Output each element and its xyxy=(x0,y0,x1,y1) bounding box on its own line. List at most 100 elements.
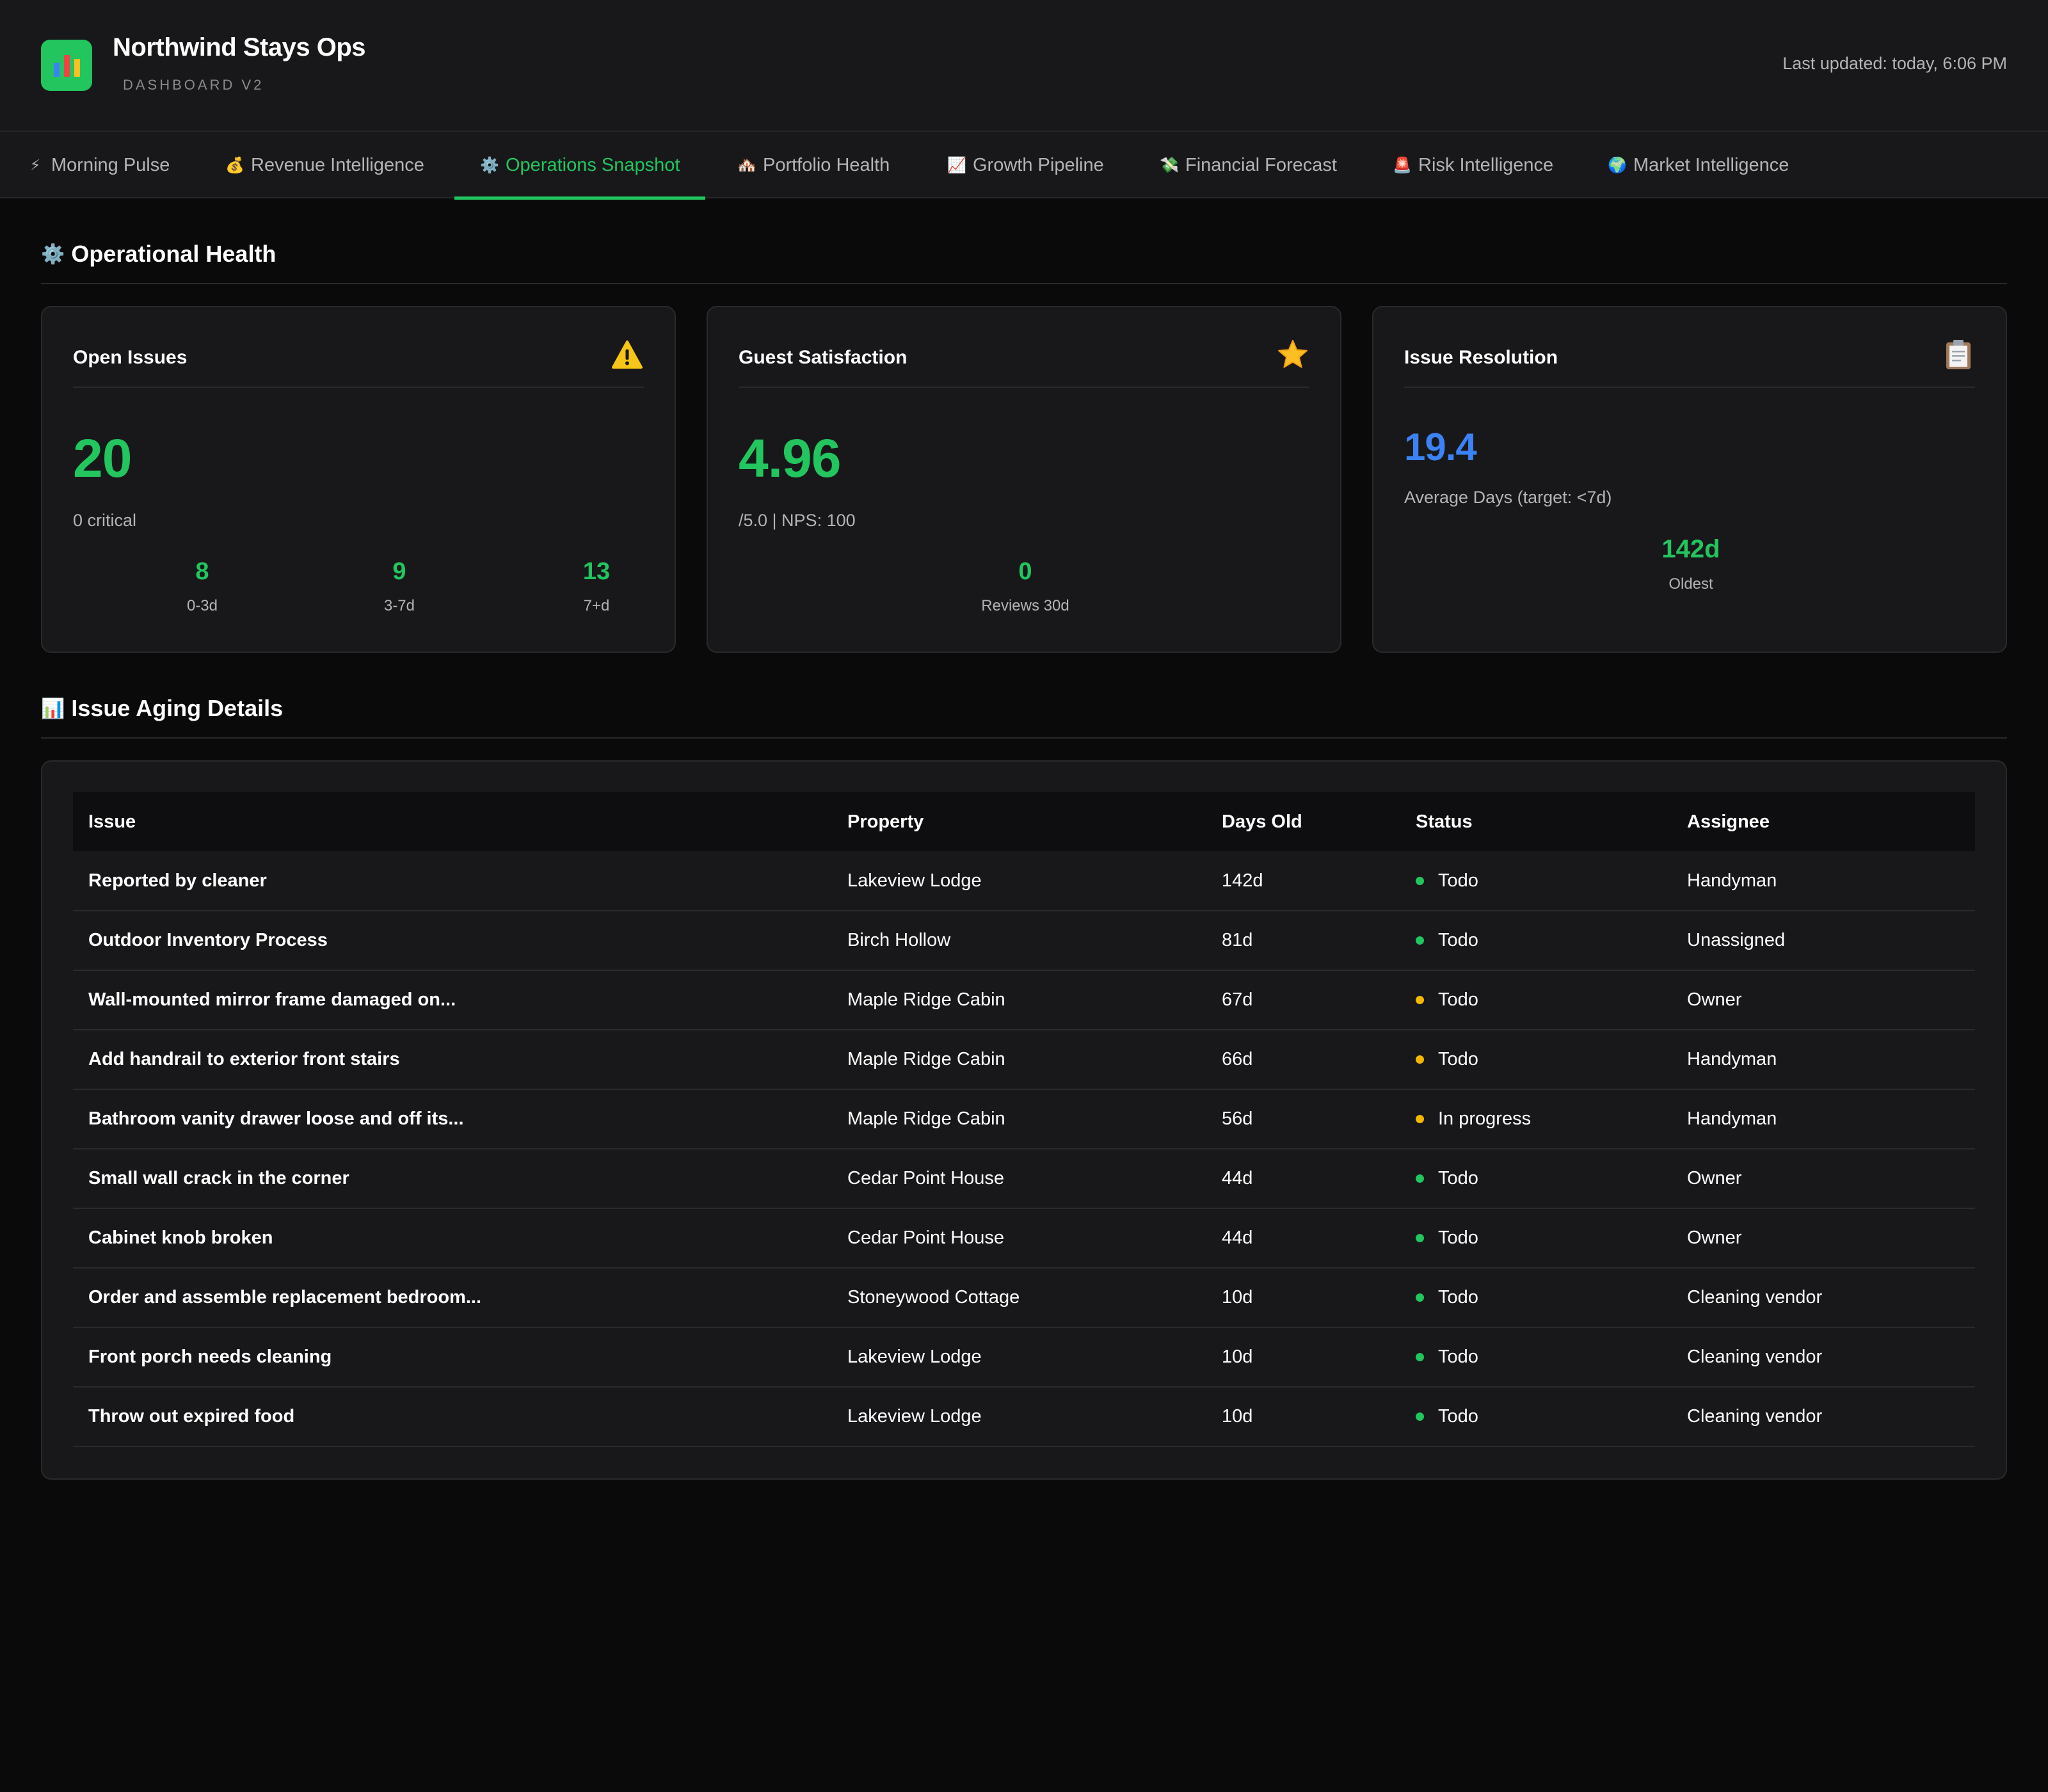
assignee-cell: Handyman xyxy=(1687,870,1777,891)
oldest-label: Oldest xyxy=(1668,575,1713,593)
card-header: Issue Resolution xyxy=(1404,338,1975,388)
column-header-status[interactable]: Status xyxy=(1416,811,1473,832)
property-cell: Maple Ridge Cabin xyxy=(847,1049,1005,1069)
status-cell: Todo xyxy=(1400,851,1672,911)
status-dot-icon xyxy=(1416,1115,1424,1123)
bucket-3-7d: 9 3-7d xyxy=(335,558,463,615)
tab-label: Risk Intelligence xyxy=(1418,154,1554,175)
assignee-cell: Handyman xyxy=(1687,1049,1777,1069)
table-row[interactable]: Reported by cleaner Lakeview Lodge 142d Tod… xyxy=(73,851,1975,911)
property-cell: Birch Hollow xyxy=(847,930,951,950)
tab-morning-pulse[interactable]: ⚡ Morning Pulse xyxy=(26,132,170,198)
tab-label: Financial Forecast xyxy=(1185,154,1337,175)
tab-portfolio-health[interactable]: 🏘️ Portfolio Health xyxy=(737,132,890,198)
issue-cell: Bathroom vanity drawer loose and off its… xyxy=(88,1108,464,1129)
money-bag-icon: 💰 xyxy=(225,156,244,174)
status-dot-icon xyxy=(1416,1293,1424,1302)
open-issues-value: 20 xyxy=(73,428,132,488)
issue-cell: Cabinet knob broken xyxy=(88,1228,273,1248)
property-cell: Cedar Point House xyxy=(847,1228,1005,1248)
table-row[interactable]: Front porch needs cleaning Lakeview Lodge… xyxy=(73,1327,1975,1387)
guest-satisfaction-card: Guest Satisfaction 4.96 /5.0 | NPS: 100 … xyxy=(707,306,1341,653)
column-header-assignee[interactable]: Assignee xyxy=(1687,811,1770,832)
guest-satisfaction-value: 4.96 xyxy=(739,428,841,488)
globe-icon: 🌍 xyxy=(1608,156,1627,174)
star-icon xyxy=(1276,338,1309,371)
siren-icon: 🚨 xyxy=(1393,156,1412,174)
days-old-cell: 44d xyxy=(1222,1228,1253,1248)
days-old-cell: 66d xyxy=(1222,1049,1253,1069)
table-row[interactable]: Order and assemble replacement bedroom..… xyxy=(73,1268,1975,1327)
tab-growth-pipeline[interactable]: 📈 Growth Pipeline xyxy=(947,132,1104,198)
houses-icon: 🏘️ xyxy=(737,156,756,174)
tab-operations-snapshot[interactable]: ⚙️ Operations Snapshot xyxy=(454,132,706,200)
tab-market-intelligence[interactable]: 🌍 Market Intelligence xyxy=(1608,132,1789,198)
days-old-cell: 81d xyxy=(1222,930,1253,950)
property-cell: Lakeview Lodge xyxy=(847,1406,982,1427)
days-old-cell: 67d xyxy=(1222,989,1253,1010)
assignee-cell: Cleaning vendor xyxy=(1687,1406,1823,1427)
status-label: Todo xyxy=(1438,1406,1478,1427)
table-row[interactable]: Small wall crack in the corner Cedar Poin… xyxy=(73,1149,1975,1208)
status-cell: Todo xyxy=(1400,1327,1672,1387)
days-old-cell: 56d xyxy=(1222,1108,1253,1129)
status-dot-icon xyxy=(1416,996,1424,1004)
section-title-operational-health: ⚙️ Operational Health xyxy=(41,241,276,268)
table-row[interactable]: Throw out expired food Lakeview Lodge 10d T… xyxy=(73,1387,1975,1446)
table-row[interactable]: Cabinet knob broken Cedar Point House 44d T… xyxy=(73,1208,1975,1268)
issue-cell: Wall-mounted mirror frame damaged on... xyxy=(88,989,456,1010)
status-dot-icon xyxy=(1416,1234,1424,1242)
tab-label: Portfolio Health xyxy=(763,154,890,175)
column-header-days-old[interactable]: Days Old xyxy=(1222,811,1302,832)
app-logo-icon xyxy=(41,40,92,91)
status-label: Todo xyxy=(1438,1287,1478,1308)
table-row[interactable]: Bathroom vanity drawer loose and off its… xyxy=(73,1089,1975,1149)
assignee-cell: Owner xyxy=(1687,1228,1742,1248)
column-header-issue[interactable]: Issue xyxy=(88,811,136,832)
app-subtitle: DASHBOARD V2 xyxy=(123,77,264,93)
property-cell: Stoneywood Cottage xyxy=(847,1287,1020,1308)
status-dot-icon xyxy=(1416,876,1424,885)
card-header: Open Issues xyxy=(73,338,644,388)
tab-revenue-intelligence[interactable]: 💰 Revenue Intelligence xyxy=(225,132,424,198)
status-label: Todo xyxy=(1438,1347,1478,1367)
tab-financial-forecast[interactable]: 💸 Financial Forecast xyxy=(1160,132,1337,198)
tab-risk-intelligence[interactable]: 🚨 Risk Intelligence xyxy=(1393,132,1553,198)
bucket-7plus-d: 13 7+d xyxy=(532,558,660,615)
status-label: Todo xyxy=(1438,1228,1478,1248)
table-row[interactable]: Wall-mounted mirror frame damaged on... M… xyxy=(73,970,1975,1030)
card-title: Guest Satisfaction xyxy=(739,347,908,368)
table-row[interactable]: Add handrail to exterior front stairs Map… xyxy=(73,1030,1975,1089)
assignee-cell: Owner xyxy=(1687,989,1742,1010)
status-label: Todo xyxy=(1438,1168,1478,1188)
status-cell: Todo xyxy=(1400,1387,1672,1446)
status-cell: Todo xyxy=(1400,911,1672,970)
bucket-value: 13 xyxy=(582,558,611,585)
reviews-30d-stat: 0 Reviews 30d xyxy=(961,558,1089,615)
property-cell: Maple Ridge Cabin xyxy=(847,1108,1005,1129)
section-title-label: Operational Health xyxy=(71,241,276,267)
status-label: Todo xyxy=(1438,1049,1478,1069)
warning-icon xyxy=(611,338,644,371)
column-header-property[interactable]: Property xyxy=(847,811,924,832)
oldest-issue-stat: 142d Oldest xyxy=(1627,535,1755,593)
table-row[interactable]: Outdoor Inventory Process Birch Hollow 81d… xyxy=(73,911,1975,970)
chart-up-icon: 📈 xyxy=(947,156,966,174)
bucket-value: 8 xyxy=(195,558,209,585)
issue-aging-table: Issue Property Days Old Status Assignee … xyxy=(73,792,1975,1447)
issue-cell: Order and assemble replacement bedroom..… xyxy=(88,1287,482,1308)
status-cell: Todo xyxy=(1400,1149,1672,1208)
gear-icon: ⚙️ xyxy=(41,243,65,265)
status-cell: Todo xyxy=(1400,1208,1672,1268)
issue-cell: Reported by cleaner xyxy=(88,870,267,891)
status-dot-icon xyxy=(1416,936,1424,945)
status-label: In progress xyxy=(1438,1108,1532,1129)
assignee-cell: Cleaning vendor xyxy=(1687,1347,1823,1367)
issue-cell: Outdoor Inventory Process xyxy=(88,930,328,950)
section-title-issue-aging: 📊 Issue Aging Details xyxy=(41,695,283,722)
reviews-value: 0 xyxy=(1018,558,1032,585)
table-header-row: Issue Property Days Old Status Assignee xyxy=(73,792,1975,851)
issue-aging-table-card: Issue Property Days Old Status Assignee … xyxy=(41,760,2007,1480)
tab-bar: ⚡ Morning Pulse 💰 Revenue Intelligence ⚙… xyxy=(0,132,2048,200)
avg-days-target: Average Days (target: <7d) xyxy=(1404,488,1612,507)
